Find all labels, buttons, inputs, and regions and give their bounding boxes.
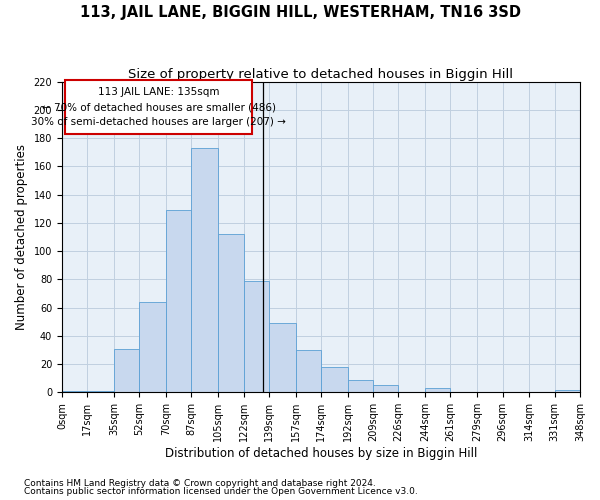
Text: 113, JAIL LANE, BIGGIN HILL, WESTERHAM, TN16 3SD: 113, JAIL LANE, BIGGIN HILL, WESTERHAM, …: [79, 5, 521, 20]
Bar: [114, 348, 139, 393]
Bar: [296, 350, 321, 393]
Bar: [62, 391, 87, 392]
Y-axis label: Number of detached properties: Number of detached properties: [15, 144, 28, 330]
Text: 30% of semi-detached houses are larger (207) →: 30% of semi-detached houses are larger (…: [31, 117, 286, 127]
Bar: [554, 390, 580, 392]
Bar: [321, 367, 348, 392]
X-axis label: Distribution of detached houses by size in Biggin Hill: Distribution of detached houses by size …: [165, 447, 477, 460]
Bar: [218, 234, 244, 392]
Bar: [244, 281, 269, 392]
Title: Size of property relative to detached houses in Biggin Hill: Size of property relative to detached ho…: [128, 68, 514, 80]
Text: Contains HM Land Registry data © Crown copyright and database right 2024.: Contains HM Land Registry data © Crown c…: [24, 478, 376, 488]
Bar: [139, 302, 166, 392]
Bar: [425, 388, 451, 392]
Bar: [166, 210, 191, 392]
Bar: [87, 391, 114, 392]
Text: Contains public sector information licensed under the Open Government Licence v3: Contains public sector information licen…: [24, 487, 418, 496]
Bar: [65, 80, 253, 134]
Bar: [269, 323, 296, 392]
Text: ← 70% of detached houses are smaller (486): ← 70% of detached houses are smaller (48…: [41, 102, 275, 112]
Bar: [348, 380, 373, 392]
Bar: [373, 386, 398, 392]
Text: 113 JAIL LANE: 135sqm: 113 JAIL LANE: 135sqm: [98, 87, 220, 97]
Bar: [191, 148, 218, 392]
